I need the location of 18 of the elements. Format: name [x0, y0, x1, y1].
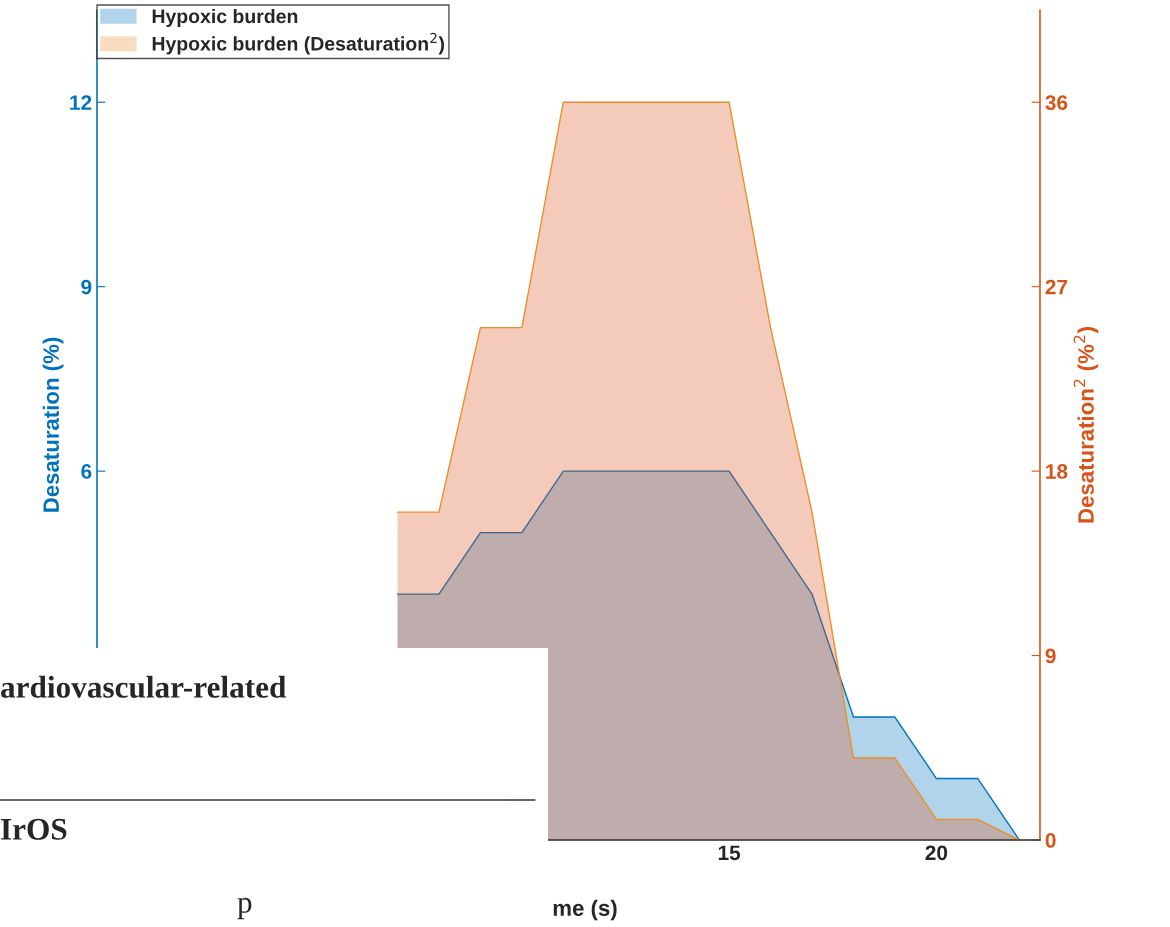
annotation: ardiovascular-related — [1, 675, 287, 698]
x-tick-label: 20 — [925, 845, 948, 861]
x-tick-label: 15 — [718, 845, 741, 861]
y-tick-label: 12 — [70, 95, 92, 110]
y2-tick-label: 36 — [1045, 95, 1068, 111]
text: IrOS — [1, 818, 67, 840]
text: p — [237, 897, 252, 920]
legend-label: Hypoxic burden — [152, 8, 298, 28]
y-tick-label: 6 — [81, 464, 92, 479]
y2-axis-title: Desaturation$^{2}$ (%$^{2}$) — [1073, 327, 1099, 523]
y2-tick-label: 27 — [1045, 279, 1068, 295]
y-axis-title: Desaturation (%) — [42, 337, 64, 512]
x-axis-title: me (s) — [553, 899, 617, 921]
legend-label: Hypoxic burden (Desaturation$^{2}$) — [152, 32, 444, 55]
y2-tick-label: 9 — [1045, 648, 1056, 664]
y2-tick-label: 18 — [1046, 464, 1068, 479]
y2-tick-label: 0 — [1045, 833, 1056, 848]
y-tick-label: 9 — [81, 279, 92, 295]
